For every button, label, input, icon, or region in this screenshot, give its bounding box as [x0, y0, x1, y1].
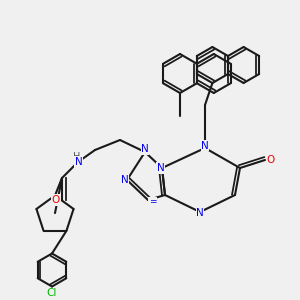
Text: N: N	[196, 208, 204, 218]
Text: =: =	[149, 197, 156, 206]
Text: H: H	[73, 152, 80, 162]
Text: N: N	[157, 163, 164, 173]
Text: O: O	[52, 195, 60, 205]
Text: N: N	[141, 144, 149, 154]
Text: N: N	[121, 175, 128, 185]
Text: Cl: Cl	[47, 288, 57, 298]
Text: N: N	[201, 141, 209, 151]
Text: O: O	[266, 155, 274, 165]
Text: N: N	[75, 157, 83, 167]
